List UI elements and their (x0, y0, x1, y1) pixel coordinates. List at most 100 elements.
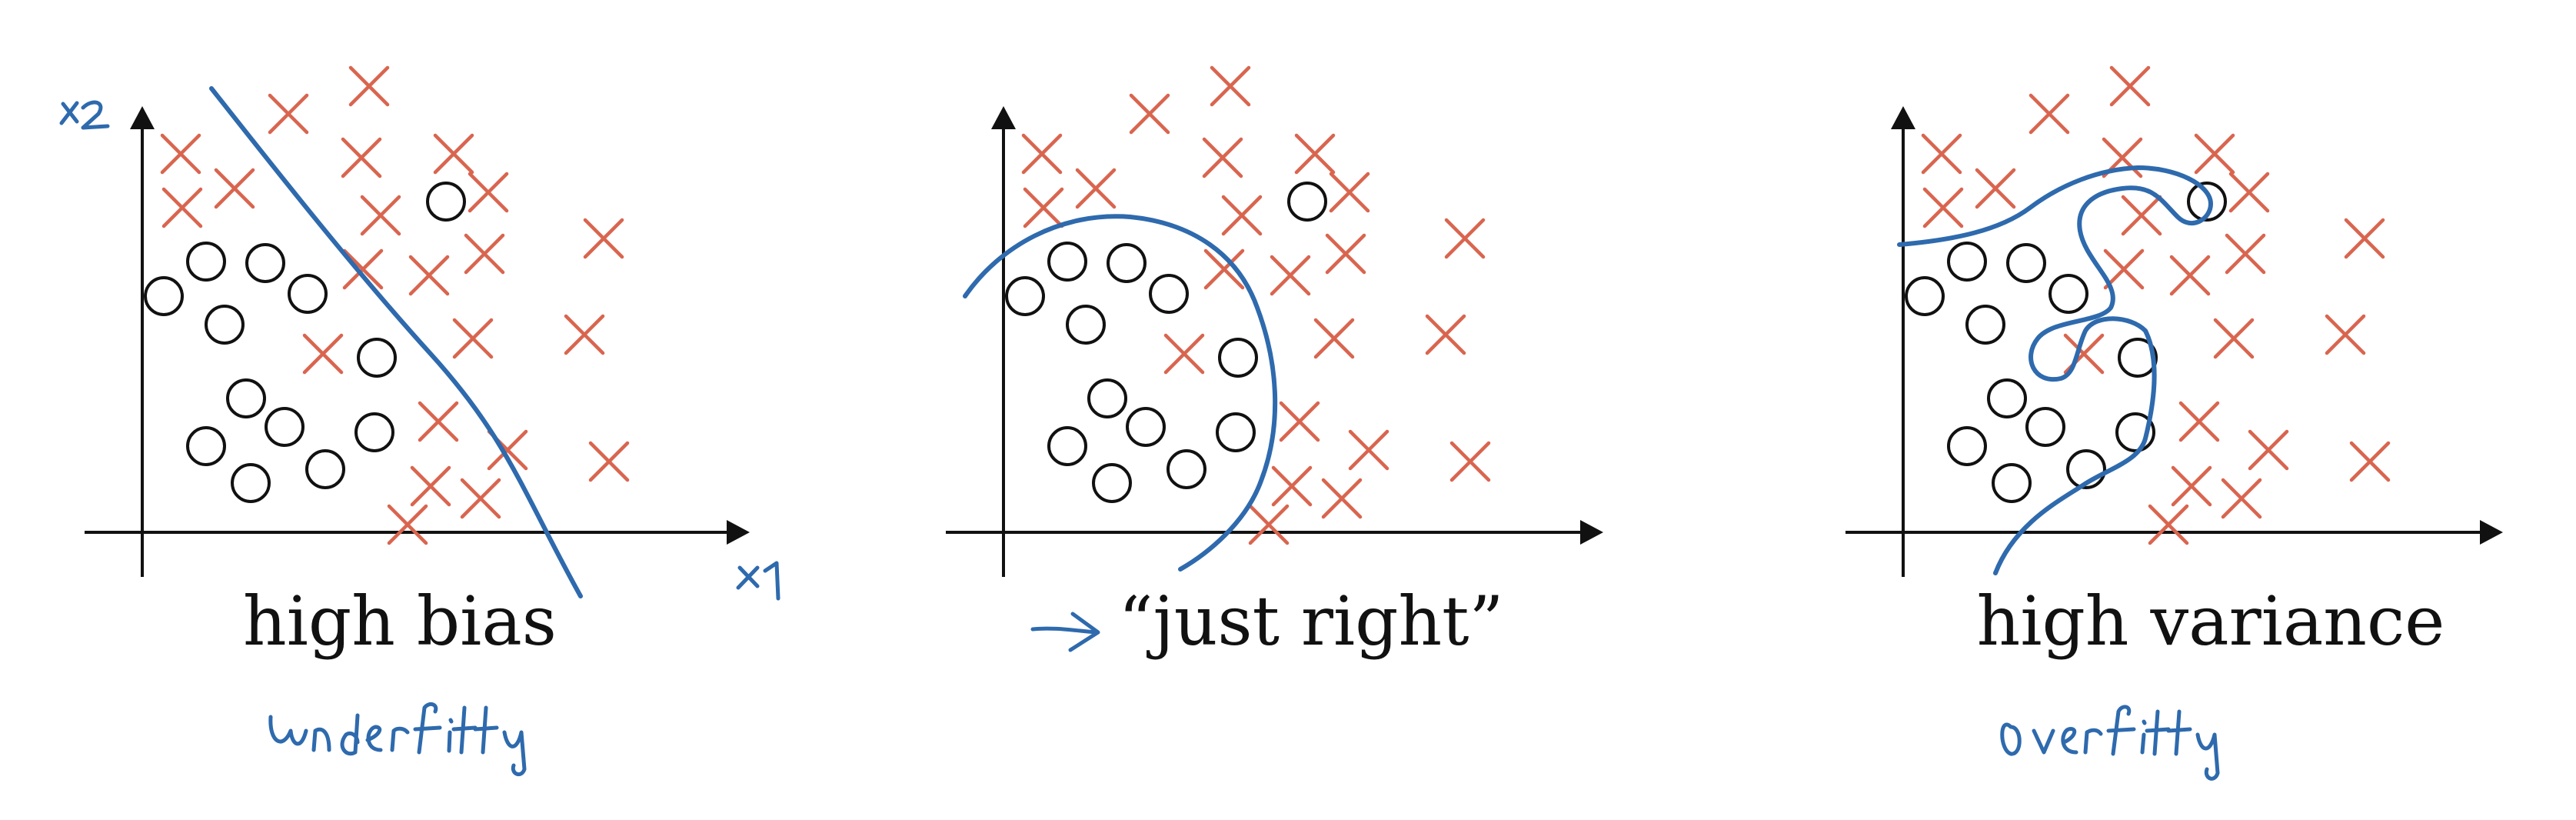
o-mark (1947, 242, 1987, 282)
o-mark (1066, 305, 1106, 345)
decision-boundary-curved (963, 214, 1278, 572)
x-mark (2325, 314, 2366, 355)
decision-boundary-linear (209, 86, 583, 598)
o-mark (1965, 305, 2005, 345)
x-mark (2121, 195, 2162, 236)
o-mark (1287, 182, 1327, 222)
x-mark (1163, 333, 1205, 375)
y-axis (130, 106, 155, 577)
x-mark (1203, 248, 1245, 290)
x-class-marks (1921, 65, 2391, 545)
o-mark (144, 276, 184, 316)
x-mark (1279, 401, 1320, 442)
o-mark (1167, 449, 1206, 489)
x-mark (2228, 172, 2270, 213)
handwritten-arrow (1030, 612, 1100, 652)
o-mark (226, 378, 266, 418)
x-mark (1425, 314, 1466, 355)
o-mark (1005, 276, 1045, 316)
o-mark (245, 243, 285, 283)
o-mark (357, 338, 397, 378)
o-mark (1218, 338, 1258, 378)
x-mark (583, 218, 624, 259)
o-class-marks (144, 182, 466, 503)
x-class-marks (160, 65, 630, 545)
o-mark (1092, 463, 1132, 503)
o-mark (2187, 182, 2227, 222)
x-axis (1845, 520, 2503, 545)
x-mark (2178, 401, 2220, 442)
x-mark (2225, 233, 2266, 275)
x-mark (2248, 429, 2289, 471)
x-mark (1021, 133, 1063, 175)
o-mark (426, 182, 466, 222)
o-mark (205, 305, 245, 345)
x-mark (1270, 255, 1311, 296)
x-mark (588, 441, 630, 482)
x-mark (2103, 248, 2145, 290)
o-mark (1047, 242, 1087, 282)
x-mark (268, 93, 309, 135)
x-mark (1325, 233, 1366, 275)
x-mark (564, 314, 605, 355)
o-mark (265, 407, 305, 447)
handwritten-overfitting (2000, 705, 2220, 781)
x-mark (408, 255, 450, 296)
x-mark (410, 465, 451, 507)
y-axis (1891, 106, 1915, 577)
x-mark (2029, 93, 2070, 135)
x-mark (2344, 218, 2385, 259)
o-mark (231, 463, 271, 503)
x-mark (418, 401, 459, 442)
caption-high-bias: high bias (243, 582, 557, 661)
x-mark (387, 504, 428, 545)
o-mark (1087, 378, 1127, 418)
x-mark (1975, 168, 2016, 209)
o-mark (2025, 407, 2065, 447)
x-mark (464, 233, 505, 275)
x-mark (2169, 255, 2211, 296)
o-mark (1992, 463, 2032, 503)
x-mark (1248, 504, 1290, 545)
x-mark (342, 248, 384, 290)
x-mark (1202, 137, 1243, 178)
o-mark (2115, 412, 2155, 452)
x-mark (1329, 172, 1370, 213)
x-mark (1348, 429, 1390, 471)
x-axis (946, 520, 1603, 545)
o-mark (1216, 412, 1256, 452)
o-class-marks (1005, 182, 1327, 503)
x-mark (2148, 504, 2189, 545)
x-mark (1294, 133, 1336, 175)
o-mark (354, 412, 394, 452)
x-mark (433, 133, 474, 175)
y-axis (991, 106, 1016, 577)
x-mark (2221, 478, 2262, 519)
x-mark (1271, 465, 1313, 507)
x-mark (1921, 133, 1962, 175)
caption-just-right: “just right” (1118, 582, 1503, 661)
x-mark (1221, 195, 1263, 236)
x-mark (1444, 218, 1486, 259)
x-mark (1922, 187, 1964, 228)
x-mark (360, 195, 401, 236)
panel-high-variance: high variance (1845, 65, 2503, 781)
x-mark (1321, 478, 1363, 519)
x-mark (1023, 187, 1064, 228)
x-mark (302, 333, 344, 375)
x-mark (1075, 168, 1117, 209)
o-mark (1987, 378, 2027, 418)
handwritten-x1-label (736, 561, 780, 601)
x-mark (160, 133, 201, 175)
x-mark (2349, 441, 2391, 482)
x-mark (2171, 465, 2212, 507)
x-mark (341, 137, 382, 178)
o-mark (305, 449, 345, 489)
x-mark (468, 172, 509, 213)
x-mark (1313, 318, 1355, 359)
x-mark (214, 168, 255, 209)
x-mark (161, 187, 203, 228)
o-mark (1905, 276, 1945, 316)
o-mark (2066, 449, 2106, 489)
x-class-marks (1021, 65, 1491, 545)
